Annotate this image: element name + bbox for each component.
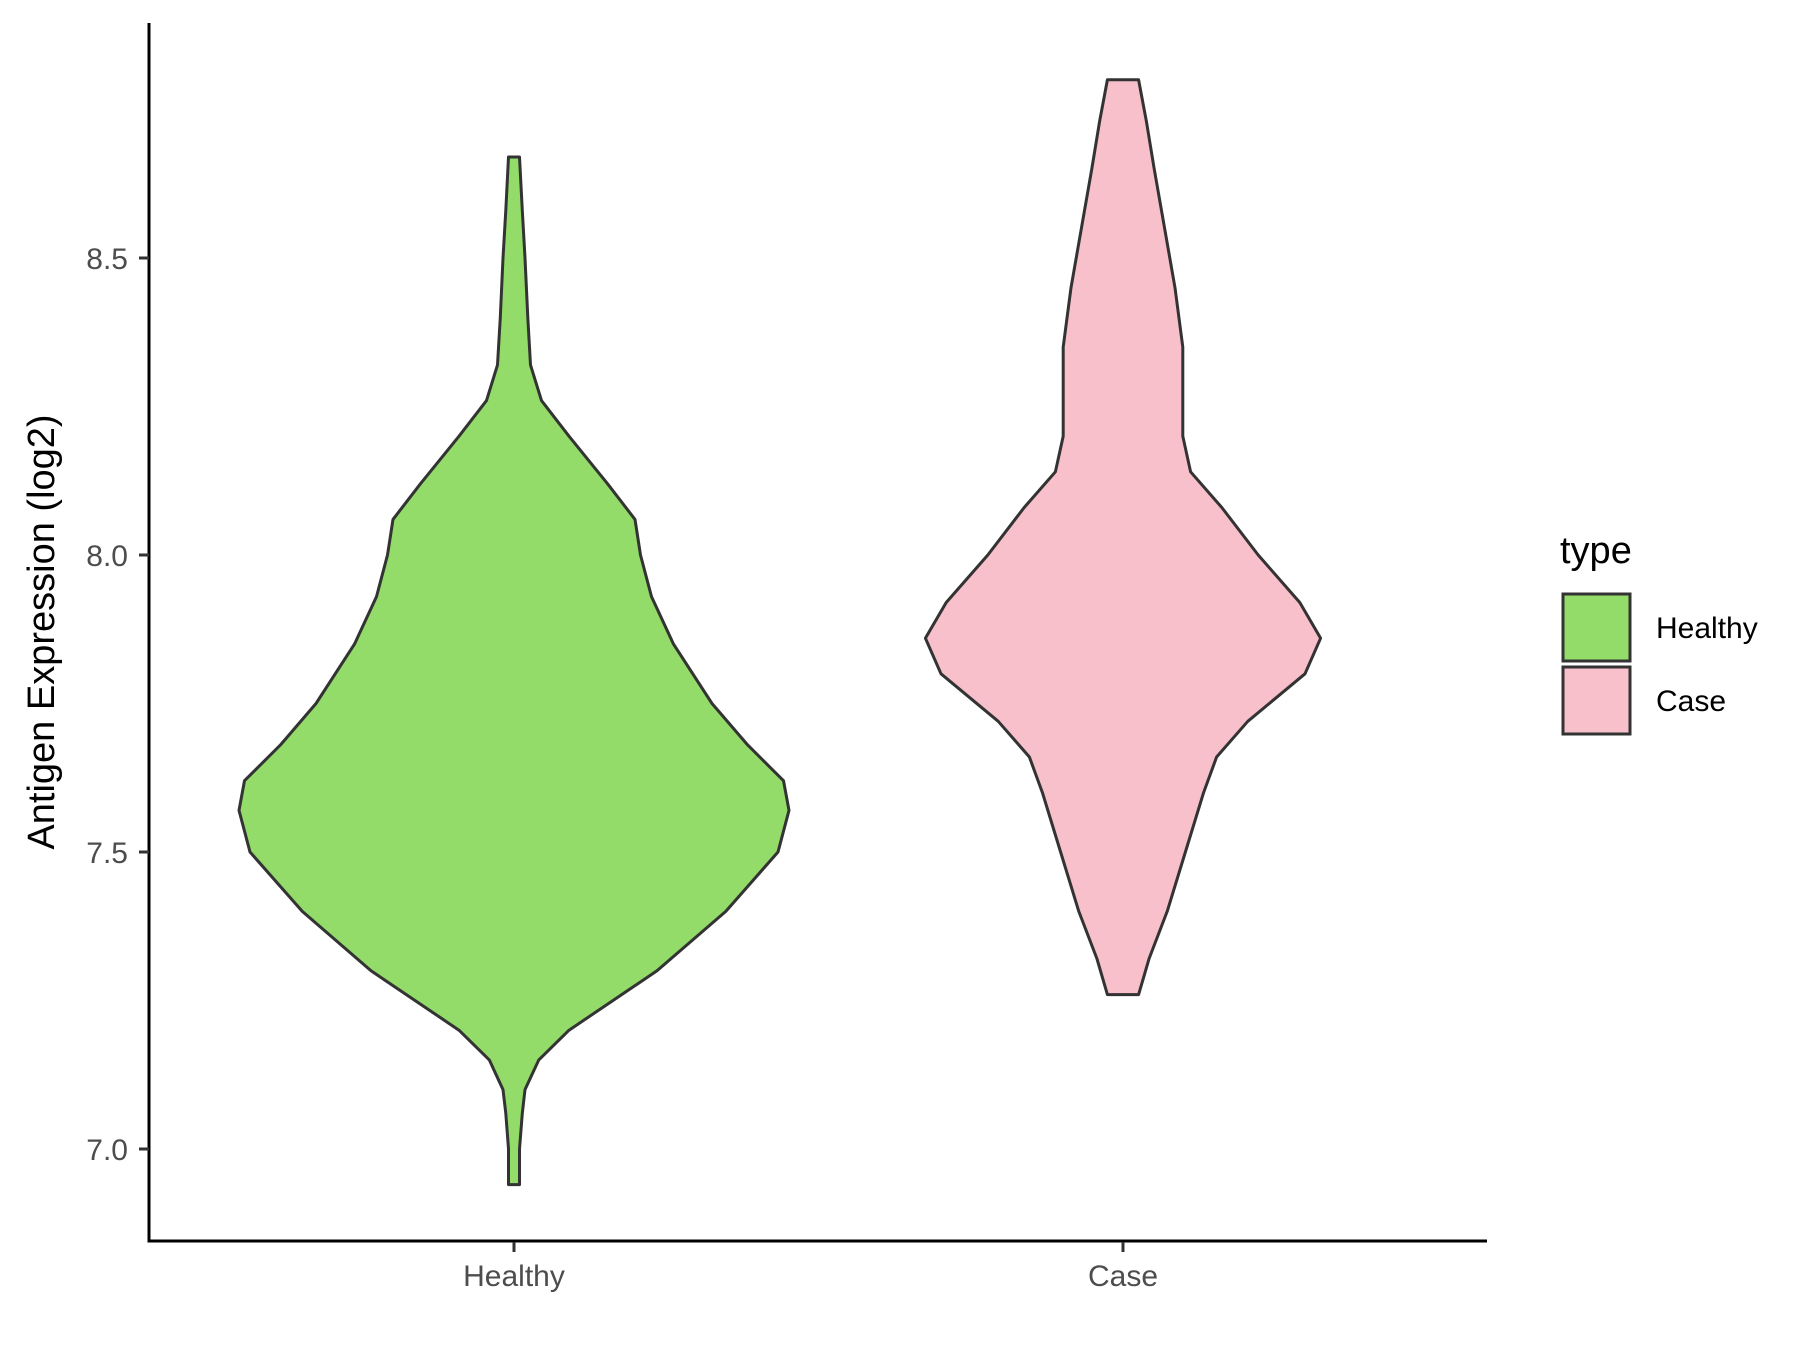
x-tick-label: Case <box>1088 1260 1158 1293</box>
legend-title: type <box>1560 530 1632 572</box>
x-tick-label: Healthy <box>463 1260 565 1293</box>
violins <box>237 78 1323 1187</box>
violin-case <box>923 78 1323 997</box>
y-tick-label: 8.0 <box>86 540 128 573</box>
legend-label-case: Case <box>1656 685 1726 718</box>
x-ticks: Healthy Case <box>463 1242 1158 1293</box>
y-axis-title: Antigen Expression (log2) <box>21 414 63 849</box>
legend-key-case <box>1561 665 1632 736</box>
y-tick-label: 8.5 <box>86 243 128 276</box>
legend-key-healthy <box>1561 592 1632 663</box>
axes <box>147 23 1487 1243</box>
legend-label-healthy: Healthy <box>1656 612 1758 645</box>
legend: type Healthy Case <box>1560 530 1758 736</box>
violin-healthy <box>237 155 791 1187</box>
y-tick-label: 7.5 <box>86 837 128 870</box>
y-tick-label: 7.0 <box>86 1134 128 1167</box>
y-ticks: 7.0 7.5 8.0 8.5 <box>86 243 149 1167</box>
